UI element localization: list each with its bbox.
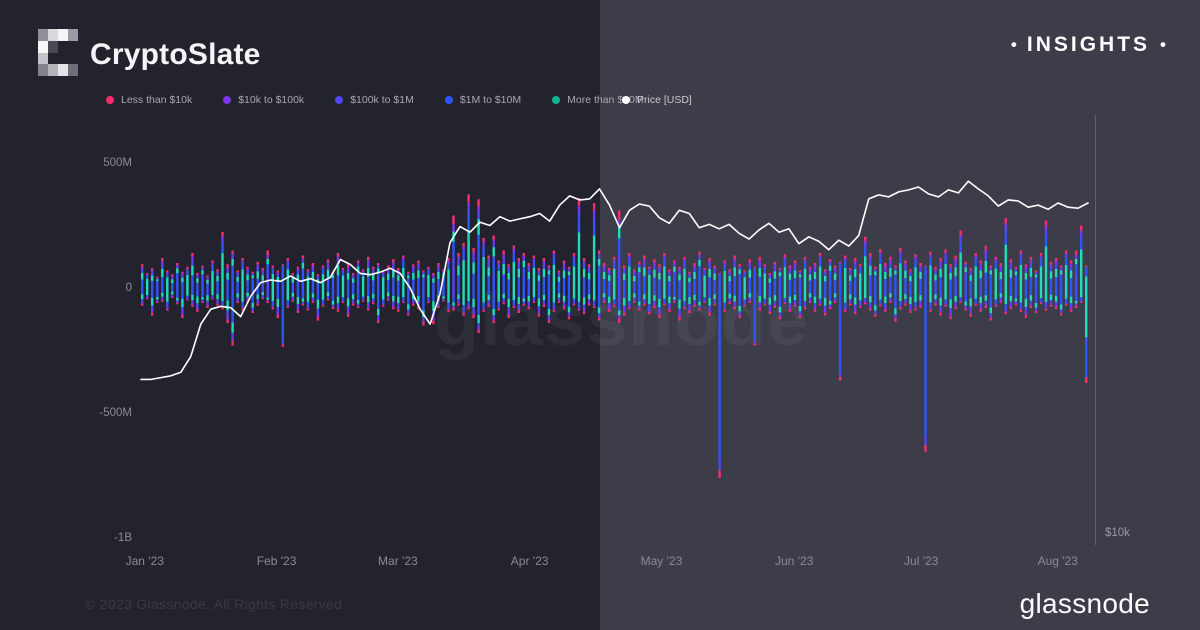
- legend-item[interactable]: $10k to $100k: [223, 94, 304, 106]
- y-axis-tick: 500M: [103, 157, 132, 169]
- volume-bars-layer: [141, 194, 1088, 478]
- logo-pixel: [58, 64, 68, 76]
- logo-pixel: [68, 64, 78, 76]
- legend-item[interactable]: Less than $10k: [106, 94, 192, 106]
- chart-plot-area: [140, 115, 1095, 545]
- cryptoslate-logo-icon: [38, 29, 78, 76]
- legend-dot-icon: [106, 96, 114, 104]
- legend-item-label: $100k to $1M: [350, 94, 414, 106]
- legend-dot-icon: [622, 96, 630, 104]
- legend-item-label: $10k to $100k: [238, 94, 305, 106]
- x-axis-tick: Apr '23: [510, 554, 549, 568]
- legend-item[interactable]: $1M to $10M: [444, 94, 522, 106]
- logo-pixel: [48, 64, 58, 76]
- legend-item-label: Price [USD]: [637, 94, 692, 106]
- logo-pixel: [38, 52, 48, 65]
- legend-item-label: $1M to $10M: [459, 94, 522, 106]
- legend-dot-icon: [223, 96, 232, 104]
- y-axis-right-tick: $10k: [1105, 527, 1130, 539]
- logo-pixel: [38, 29, 48, 41]
- logo-pixel: [38, 40, 48, 53]
- legend-item[interactable]: Price [USD]: [622, 94, 692, 106]
- legend-item[interactable]: $100k to $1M: [335, 94, 414, 106]
- legend-dot-icon: [335, 96, 344, 104]
- glassnode-logo: glassnode: [1019, 588, 1150, 619]
- logo-pixel: [68, 29, 78, 41]
- logo-pixel: [38, 64, 48, 76]
- page-title: CryptoSlate: [90, 38, 261, 71]
- legend-dot-icon: [444, 96, 453, 104]
- logo-pixel: [48, 29, 58, 41]
- chart-svg: [140, 180, 1089, 478]
- background-right-panel: [600, 0, 1200, 630]
- y-axis-tick: -1B: [114, 532, 132, 544]
- x-axis-tick: Jan '23: [125, 554, 164, 568]
- x-axis-tick: Jun '23: [775, 554, 814, 568]
- legend-price: Price [USD]: [622, 93, 692, 107]
- x-axis-tick: May '23: [640, 554, 683, 568]
- x-axis-tick: Mar '23: [378, 554, 418, 568]
- chart-right-border: [1095, 115, 1096, 545]
- x-axis-tick: Aug '23: [1037, 554, 1078, 568]
- logo-pixel: [58, 29, 68, 41]
- logo-pixel: [48, 40, 58, 53]
- legend-item-label: Less than $10k: [121, 94, 193, 106]
- y-axis-tick: -500M: [99, 407, 132, 419]
- x-axis-tick: Feb '23: [256, 554, 297, 568]
- price-line: [140, 180, 1089, 381]
- bullet-icon: •: [1010, 35, 1017, 54]
- insights-badge: • INSIGHTS •: [1011, 33, 1166, 57]
- y-axis-tick: 0: [125, 282, 132, 294]
- bullet-icon: •: [1160, 35, 1166, 54]
- insights-label: INSIGHTS: [1026, 33, 1151, 56]
- legend-dot-icon: [552, 96, 561, 104]
- legend-transfer-sizes: Less than $10k $10k to $100k $100k to $1M $…: [106, 93, 644, 107]
- copyright-text: © 2023 Glassnode. All Rights Reserved.: [85, 596, 347, 612]
- x-axis-tick: Jul '23: [904, 554, 939, 568]
